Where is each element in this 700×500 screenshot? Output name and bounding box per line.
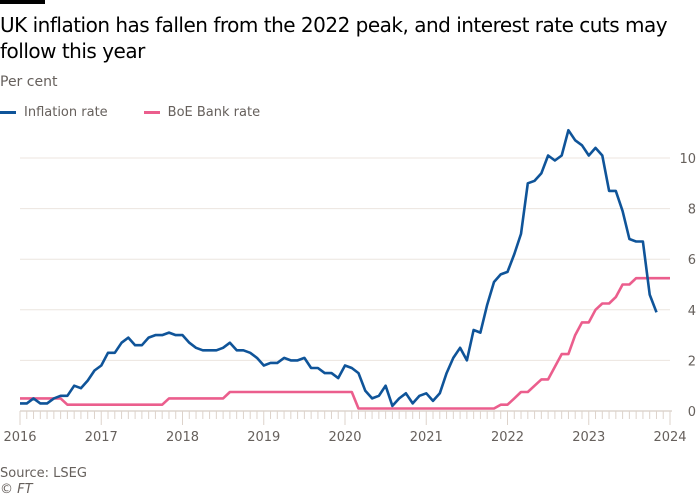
x-tick-label: 2018: [166, 430, 199, 445]
series-line-bank-rate: [20, 276, 670, 410]
y-tick-label: 4: [688, 304, 696, 319]
x-tick-label: 2017: [85, 430, 118, 445]
legend-swatch-bank-rate: [143, 111, 160, 114]
x-tick-label: 2024: [653, 430, 686, 445]
chart-subtitle: Per cent: [0, 74, 58, 90]
x-tick-label: 2020: [328, 430, 361, 445]
copyright: © FT: [0, 482, 33, 497]
y-tick-label: 0: [688, 405, 696, 420]
ft-brand-bar: [0, 0, 45, 4]
x-tick-label: 2016: [3, 430, 36, 445]
x-tick-label: 2023: [572, 430, 605, 445]
y-tick-label: 2: [688, 354, 696, 369]
x-tick-label: 2021: [410, 430, 443, 445]
legend-label-bank-rate: BoE Bank rate: [167, 105, 261, 120]
y-tick-label: 10: [679, 152, 696, 167]
chart-title: UK inflation has fallen from the 2022 pe…: [0, 13, 668, 63]
x-tick-label: 2022: [491, 430, 524, 445]
x-tick-label: 2019: [247, 430, 280, 445]
series-line-inflation: [20, 128, 658, 408]
legend-swatch-inflation: [0, 111, 16, 114]
legend-item-bank-rate: BoE Bank rate: [143, 105, 261, 120]
y-tick-label: 6: [688, 253, 696, 268]
legend-item-inflation: Inflation rate: [0, 105, 108, 120]
legend-label-inflation: Inflation rate: [24, 105, 108, 120]
legend: Inflation rate BoE Bank rate: [0, 105, 260, 120]
source-note: Source: LSEG: [0, 466, 87, 481]
y-tick-label: 8: [688, 203, 696, 218]
